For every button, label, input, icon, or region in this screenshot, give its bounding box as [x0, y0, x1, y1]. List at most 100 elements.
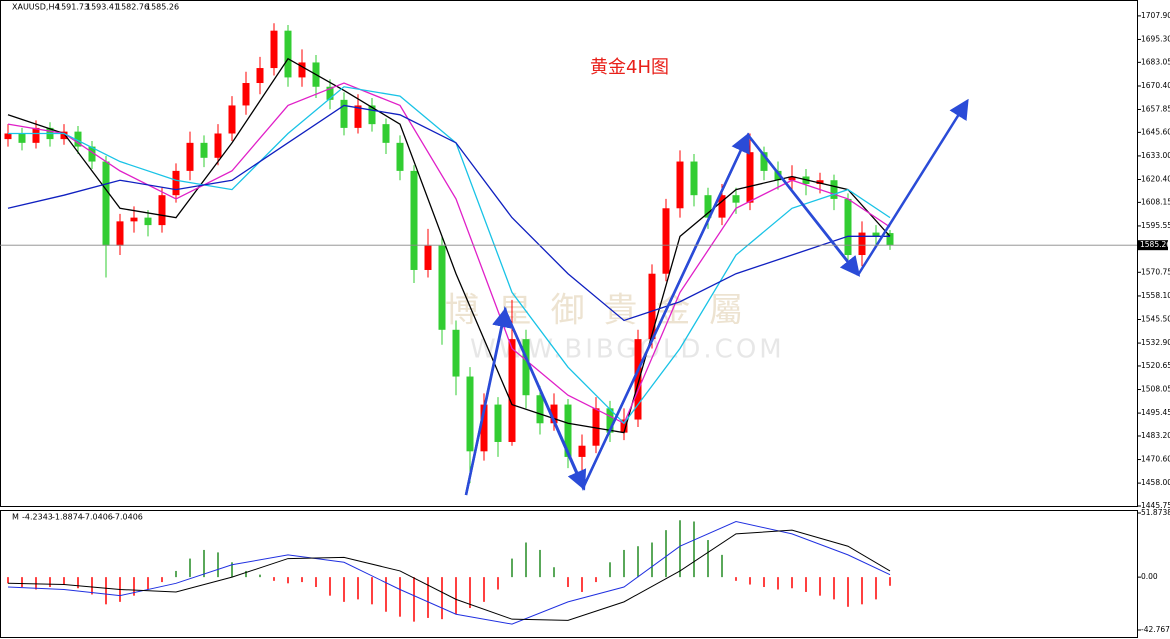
y-tick-label: 1545.50 — [1141, 315, 1170, 324]
y-tick-label: 1570.75 — [1141, 267, 1170, 276]
candle-body — [340, 99, 348, 128]
candle-body — [578, 445, 586, 457]
candle-body — [326, 86, 334, 100]
y-tick-label: 1608.15 — [1141, 197, 1170, 206]
candle-body — [648, 273, 656, 340]
candle-body — [508, 339, 516, 442]
arrow — [503, 309, 587, 491]
candle-body — [424, 245, 432, 270]
macd-panel — [0, 510, 1138, 638]
candle-body — [550, 404, 558, 424]
candle-body — [704, 195, 712, 218]
candle-body — [480, 404, 488, 452]
candle-body — [564, 404, 572, 457]
y-tick-label: 1495.45 — [1141, 408, 1170, 417]
y-tick-label: -42.7676 — [1141, 625, 1170, 634]
ma-line — [7, 104, 890, 322]
candle-body — [872, 232, 880, 237]
candle-body — [690, 161, 698, 196]
y-tick-label: 1508.05 — [1141, 385, 1170, 394]
candle-body — [116, 221, 124, 246]
indicator-value: -7.0406 — [82, 513, 113, 522]
candle-body — [214, 133, 222, 158]
y-tick-label: 0.00 — [1141, 572, 1158, 581]
candle-body — [368, 105, 376, 125]
header-value: 1591.73 — [56, 3, 89, 12]
candle-body — [452, 329, 460, 377]
symbol: XAUUSD,H4 — [12, 3, 60, 12]
candle-body — [354, 105, 362, 128]
y-tick-label: 1445.75 — [1141, 501, 1170, 510]
candle-body — [270, 30, 278, 69]
candle-body — [242, 83, 250, 106]
header-value: 1593.41 — [86, 3, 119, 12]
candle-body — [200, 142, 208, 158]
candle-body — [634, 339, 642, 420]
ma-line — [7, 82, 891, 425]
candle-body — [858, 232, 866, 256]
y-tick-label: 1620.40 — [1141, 174, 1170, 183]
candle-body — [158, 195, 166, 226]
indicator-label: M — [12, 513, 19, 522]
candle-body — [746, 152, 754, 203]
candle-body — [396, 142, 404, 171]
candle-body — [186, 142, 194, 171]
candle-body — [816, 180, 824, 184]
arrow — [747, 134, 861, 277]
candle-body — [228, 105, 236, 134]
candle-body — [536, 395, 544, 424]
candle-body — [830, 180, 838, 199]
indicator-value: -4.2343 — [22, 513, 53, 522]
y-tick-label: 1532.90 — [1141, 338, 1170, 347]
candle-body — [774, 170, 782, 181]
candle-body — [732, 195, 740, 203]
candle-body — [438, 245, 446, 330]
y-tick-label: 1683.05 — [1141, 57, 1170, 66]
candle-body — [620, 419, 628, 433]
header-value: 1582.76 — [116, 3, 149, 12]
current-price-label: 1585.26 — [1140, 240, 1170, 249]
y-tick-label: 1483.20 — [1141, 431, 1170, 440]
candle-body — [32, 127, 40, 143]
header-value: 1585.26 — [146, 3, 179, 12]
y-tick-label: 1657.85 — [1141, 104, 1170, 113]
y-tick-label: 1670.40 — [1141, 81, 1170, 90]
y-tick-label: 1520.65 — [1141, 361, 1170, 370]
candle-body — [676, 161, 684, 209]
candle-body — [74, 131, 82, 147]
candle-body — [284, 30, 292, 78]
y-tick-label: 1695.30 — [1141, 34, 1170, 43]
candle-body — [522, 339, 530, 396]
candle-body — [494, 404, 502, 442]
candle-body — [172, 170, 180, 196]
candle-body — [788, 176, 796, 181]
indicator-value: -1.8874 — [52, 513, 83, 522]
y-tick-label: 1707.90 — [1141, 11, 1170, 20]
macd-line — [7, 520, 891, 625]
candle-body — [466, 376, 474, 452]
y-tick-label: 1458.00 — [1141, 478, 1170, 487]
candle-body — [298, 62, 306, 78]
chart-title: 黄金4H图 — [590, 57, 669, 78]
indicator-value: -7.0406 — [112, 513, 143, 522]
arrow — [464, 307, 512, 496]
candle-body — [760, 152, 768, 171]
price-panel — [0, 0, 1138, 507]
trend-arrows — [464, 98, 969, 496]
y-tick-label: 1558.10 — [1141, 291, 1170, 300]
candle-body — [718, 195, 726, 218]
candle-body — [18, 133, 26, 143]
ma-line — [7, 57, 891, 434]
current-price-box — [1138, 240, 1168, 251]
y-tick-label: 1470.60 — [1141, 455, 1170, 464]
arrow — [581, 132, 750, 489]
candle-body — [4, 133, 12, 140]
candle-body — [886, 233, 894, 246]
candle-body — [606, 408, 614, 433]
macd-line — [7, 529, 891, 621]
candle-body — [144, 217, 152, 226]
candle-body — [592, 408, 600, 446]
y-tick-label: 1645.60 — [1141, 127, 1170, 136]
